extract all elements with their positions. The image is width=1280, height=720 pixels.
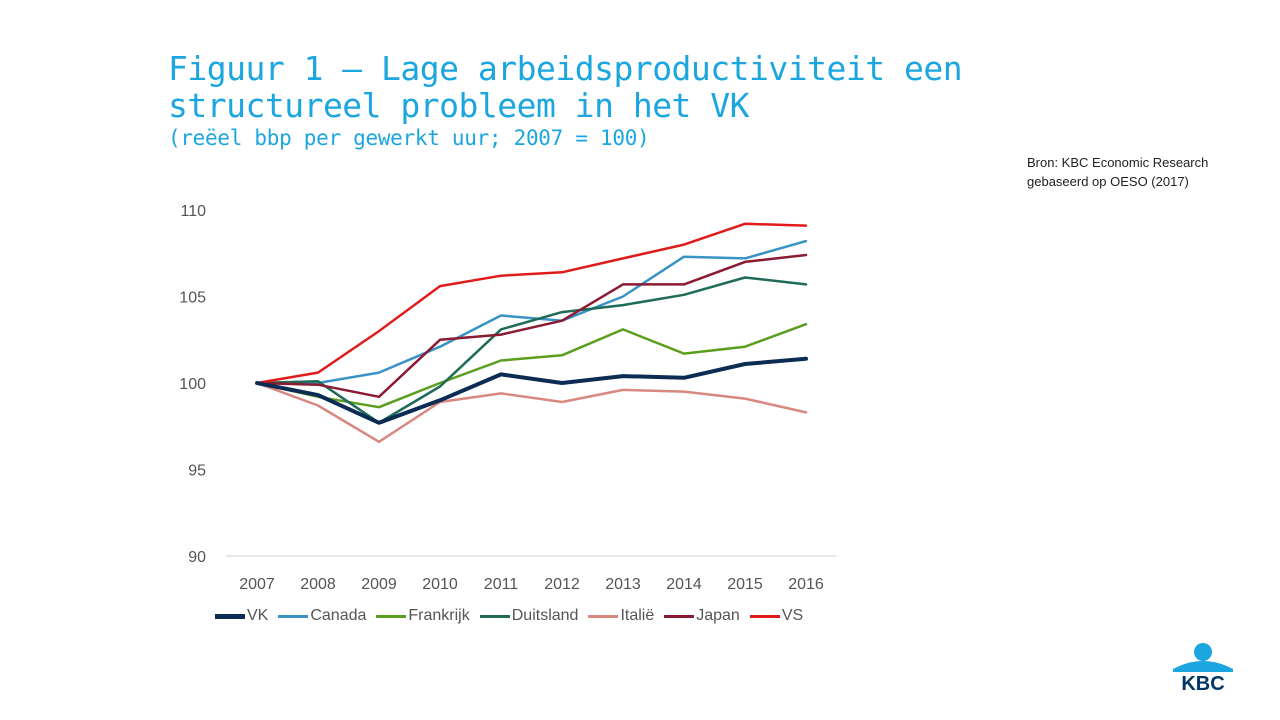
logo-head-icon [1194, 643, 1212, 661]
legend-item: Canada [278, 607, 366, 625]
x-tick-label: 2008 [300, 576, 336, 593]
legend-swatch [376, 614, 407, 618]
chart-title-line-2: structureel probleem in het VK [168, 86, 750, 125]
y-tick-label: 110 [180, 203, 206, 220]
legend-item: VS [749, 607, 804, 625]
x-tick-label: 2007 [239, 576, 275, 593]
logo-text: KBC [1181, 673, 1224, 693]
y-tick-label: 95 [188, 463, 206, 480]
x-tick-label: 2012 [544, 576, 580, 593]
chart-legend: VK Canada Frankrijk Duitsland Italië Japan VS [215, 607, 813, 625]
legend-swatch [215, 613, 245, 619]
y-tick-label: 90 [188, 549, 206, 566]
x-tick-label: 2010 [422, 576, 458, 593]
legend-label: Frankrijk [408, 607, 470, 624]
legend-item: VK [215, 607, 268, 625]
series-line-japan [255, 253, 808, 399]
legend-label: VS [781, 607, 804, 624]
x-tick-label: 2016 [788, 576, 824, 593]
series-line-vs [255, 222, 808, 385]
legend-swatch [278, 614, 309, 618]
x-tick-label: 2011 [484, 576, 519, 593]
x-tick-label: 2013 [605, 576, 641, 593]
x-tick-label: 2014 [666, 576, 702, 593]
source-note: Bron: KBC Economic Research gebaseerd op… [1027, 153, 1277, 191]
series-line-itali [255, 381, 808, 444]
legend-label: Duitsland [511, 607, 579, 624]
source-line-1: Bron: KBC Economic Research [1027, 155, 1209, 170]
legend-swatch [479, 614, 510, 618]
chart-title-line-1: Figuur 1 – Lage arbeidsproductiviteit ee… [168, 49, 963, 88]
x-tick-label: 2015 [727, 576, 763, 593]
x-tick-label: 2009 [361, 576, 397, 593]
y-tick-label: 105 [179, 290, 206, 307]
legend-swatch [749, 614, 780, 618]
y-tick-label: 100 [179, 376, 206, 393]
chart-subtitle: (reëel bbp per gewerkt uur; 2007 = 100) [168, 126, 650, 150]
legend-label: Japan [696, 607, 740, 624]
title-block: Figuur 1 – Lage arbeidsproductiviteit ee… [168, 50, 1008, 152]
series-line-canada [255, 239, 808, 385]
series-line-vk [255, 356, 808, 425]
legend-item: Italië [588, 607, 654, 625]
legend-label: VK [247, 607, 269, 624]
legend-item: Frankrijk [376, 607, 470, 625]
legend-item: Japan [664, 607, 740, 625]
legend-swatch [588, 614, 619, 618]
legend-label: Italië [620, 607, 655, 624]
source-line-2: gebaseerd op OESO (2017) [1027, 174, 1189, 189]
legend-swatch [664, 614, 695, 618]
legend-label: Canada [310, 607, 367, 624]
logo-wave-icon [1173, 661, 1233, 672]
series-line-duitsland [255, 276, 808, 425]
legend-item: Duitsland [479, 607, 579, 625]
kbc-logo: KBC [1173, 643, 1233, 693]
